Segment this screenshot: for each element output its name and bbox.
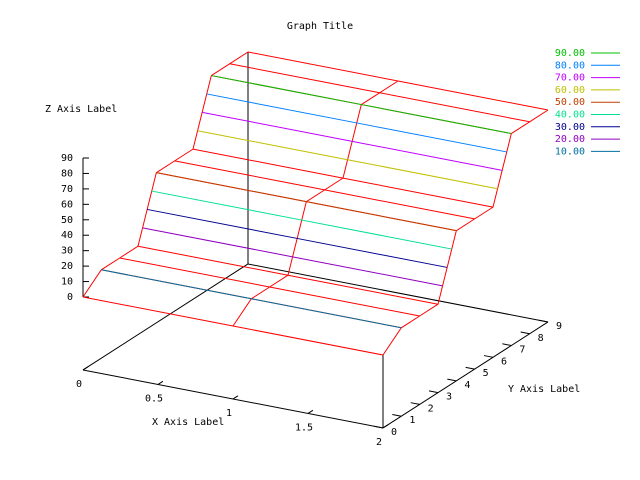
surface-line xyxy=(247,51,549,111)
x-tick-label: 1 xyxy=(226,408,232,419)
contour-line xyxy=(147,208,448,268)
x-tick xyxy=(232,395,239,400)
axis-line xyxy=(382,321,549,429)
y-tick-label: 9 xyxy=(556,321,562,332)
legend-label: 20.00 xyxy=(555,134,585,145)
contour-line xyxy=(202,111,503,171)
y-tick-label: 1 xyxy=(409,415,415,426)
surface-line xyxy=(119,257,420,317)
z-tick-label: 70 xyxy=(61,184,73,195)
y-tick xyxy=(428,390,439,394)
x-tick xyxy=(382,424,389,429)
surface-line xyxy=(232,80,399,327)
x-tick xyxy=(157,380,164,385)
x-tick-label: 2 xyxy=(376,437,382,448)
y-tick xyxy=(447,378,457,382)
legend-label: 50.00 xyxy=(555,97,585,108)
z-tick-label: 10 xyxy=(61,277,73,288)
x-tick-label: 0.5 xyxy=(145,393,163,404)
y-tick-label: 2 xyxy=(428,403,434,414)
y-tick xyxy=(520,331,530,335)
z-tick-label: 60 xyxy=(61,199,73,210)
contour-line xyxy=(206,93,507,153)
chart-title: Graph Title xyxy=(287,21,353,32)
legend-label: 10.00 xyxy=(555,146,585,157)
surface-line xyxy=(192,148,494,208)
z-axis-label: Z Axis Label xyxy=(45,104,117,115)
y-tick xyxy=(502,343,512,347)
surface-line xyxy=(82,296,384,356)
y-tick-label: 3 xyxy=(446,392,452,403)
y-tick-label: 4 xyxy=(464,380,470,391)
z-tick-label: 90 xyxy=(61,153,73,164)
z-tick-label: 50 xyxy=(61,215,73,226)
x-tick-label: 1.5 xyxy=(295,422,313,433)
y-tick-label: 0 xyxy=(391,427,397,438)
contour-line xyxy=(156,172,457,232)
z-tick-label: 0 xyxy=(67,292,73,303)
z-tick-label: 80 xyxy=(61,168,73,179)
contour-line xyxy=(197,130,498,190)
legend-label: 80.00 xyxy=(555,60,585,71)
legend-label: 60.00 xyxy=(555,85,585,96)
surface-line xyxy=(137,245,439,305)
y-tick xyxy=(465,366,475,370)
surface-line xyxy=(382,109,549,356)
y-tick xyxy=(538,319,549,323)
axis-line xyxy=(247,263,549,323)
legend-label: 30.00 xyxy=(555,122,585,133)
y-tick-label: 6 xyxy=(501,356,507,367)
z-tick-label: 40 xyxy=(61,230,73,241)
contour-line xyxy=(211,75,512,135)
legend-label: 90.00 xyxy=(555,48,585,59)
y-tick xyxy=(392,413,402,417)
y-tick-label: 7 xyxy=(519,345,525,356)
surface-line xyxy=(229,63,530,123)
y-tick xyxy=(410,402,420,405)
contour-line xyxy=(151,190,452,250)
axis-line xyxy=(82,263,249,371)
contour-line xyxy=(142,227,443,287)
legend-label: 70.00 xyxy=(555,73,585,84)
y-tick xyxy=(483,355,494,358)
x-tick-label: 0 xyxy=(76,379,82,390)
y-axis-label: Y Axis Label xyxy=(508,384,580,395)
surface-line xyxy=(82,51,249,298)
y-tick xyxy=(373,425,384,429)
x-tick xyxy=(82,366,89,371)
contour-line xyxy=(101,269,402,329)
x-axis-label: X Axis Label xyxy=(152,417,224,428)
z-tick-label: 20 xyxy=(61,261,73,272)
legend-label: 40.00 xyxy=(555,110,585,121)
x-tick xyxy=(307,409,314,414)
z-tick-label: 30 xyxy=(61,246,73,257)
y-tick-label: 5 xyxy=(483,368,489,379)
surface-line xyxy=(174,160,475,220)
y-tick-label: 8 xyxy=(538,333,544,344)
